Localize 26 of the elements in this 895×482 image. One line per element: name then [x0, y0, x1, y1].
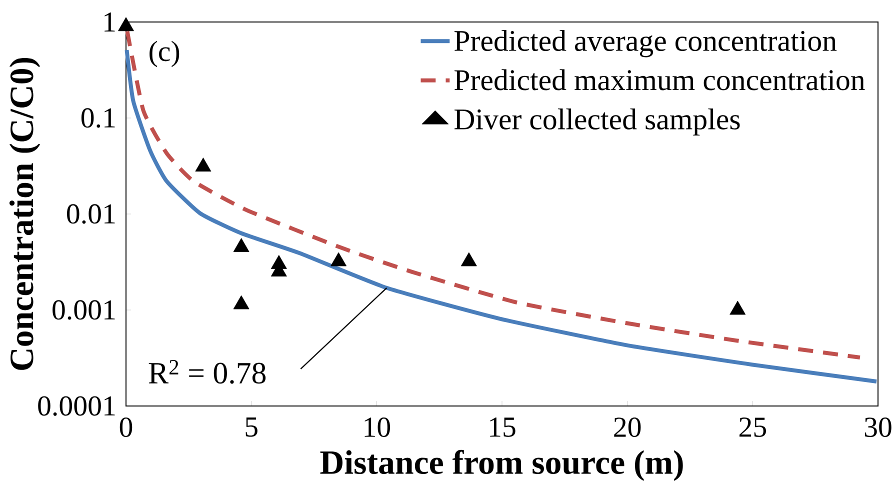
x-tick-label: 20 — [614, 418, 641, 438]
annotation: R$^{2}$ = 0.78 — [148, 360, 266, 384]
point — [730, 300, 746, 315]
point — [195, 158, 212, 172]
x-axis-title: Distance from source (m) — [320, 450, 683, 481]
annotation: (c) — [150, 40, 180, 68]
x-tick-label: 5 — [246, 418, 258, 437]
y-tick-label: 0.01 — [67, 204, 115, 224]
x-tick-label: 10 — [364, 418, 390, 438]
y-tick-label: 1 — [104, 12, 115, 32]
legend-label: Predicted maximum concentration — [454, 69, 865, 90]
y-axis-title: Concentration (C/C0) — [9, 58, 40, 370]
point — [460, 252, 477, 266]
point — [330, 252, 347, 266]
legend-label: Diver collected samples — [454, 108, 740, 136]
y-tick-label: 0.001 — [52, 300, 115, 320]
x-tick-label: 0 — [120, 418, 132, 438]
x-tick-label: 30 — [864, 418, 892, 438]
x-tick-label: 25 — [739, 418, 766, 437]
x-tick-label: 15 — [490, 418, 516, 437]
point — [233, 238, 250, 252]
y-tick-label: 0.1 — [81, 108, 115, 128]
point — [118, 17, 134, 32]
legend-label: Predicted average concentration — [454, 30, 837, 58]
point — [233, 295, 250, 310]
y-tick-label: 0.0001 — [38, 396, 115, 416]
